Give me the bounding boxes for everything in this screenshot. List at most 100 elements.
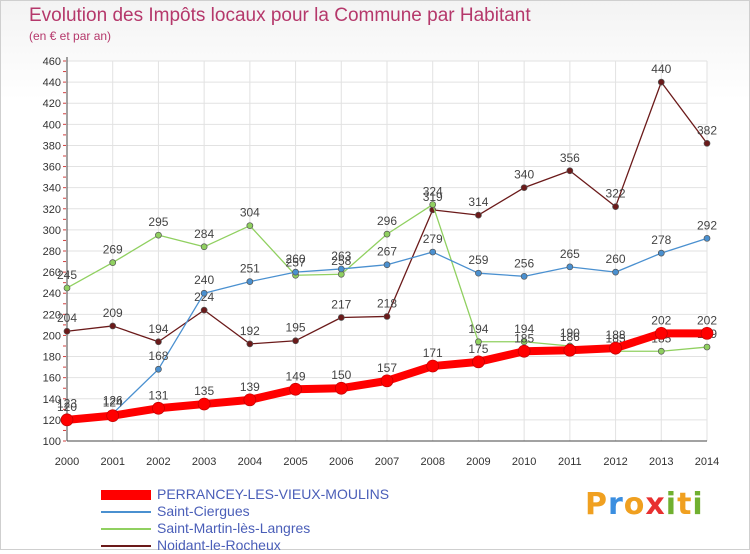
data-point	[337, 314, 345, 321]
y-tick-label: 260	[43, 267, 61, 279]
data-point	[520, 338, 528, 346]
data-label: 124	[103, 396, 123, 410]
data-point	[703, 139, 711, 147]
x-tick-label: 2000	[55, 456, 79, 468]
data-label: 260	[286, 252, 306, 266]
legend-swatch	[101, 489, 151, 500]
data-label: 322	[606, 187, 626, 201]
data-label: 120	[57, 400, 77, 414]
data-label: 267	[377, 245, 397, 259]
data-point	[475, 269, 482, 277]
data-point	[337, 265, 345, 273]
y-tick-label: 380	[43, 140, 61, 152]
data-point	[517, 344, 531, 358]
logo-letter: t	[677, 487, 693, 522]
data-point	[612, 268, 619, 276]
data-label: 256	[514, 256, 534, 270]
data-point	[520, 272, 528, 280]
data-label: 314	[468, 195, 488, 209]
legend-item: Saint-Martin-lès-Langres	[101, 520, 389, 537]
x-tick-label: 2013	[649, 456, 673, 468]
x-tick-label: 2006	[329, 456, 353, 468]
x-tick-label: 2014	[695, 456, 719, 468]
x-tick-label: 2004	[238, 456, 262, 468]
data-label: 278	[651, 233, 671, 247]
y-tick-label: 420	[43, 98, 61, 110]
data-label: 204	[57, 311, 77, 325]
data-label: 279	[423, 232, 443, 246]
data-point	[566, 263, 574, 271]
data-label: 356	[560, 151, 580, 165]
data-label: 175	[468, 342, 488, 356]
data-label: 340	[514, 168, 534, 182]
data-point	[200, 243, 208, 251]
legend-swatch	[101, 544, 151, 547]
data-label: 185	[606, 331, 626, 345]
data-label: 131	[148, 388, 168, 402]
data-label: 150	[331, 368, 351, 382]
x-tick-label: 2009	[466, 456, 490, 468]
y-tick-label: 200	[43, 330, 61, 342]
data-point	[383, 313, 391, 320]
y-tick-label: 460	[43, 56, 61, 68]
logo-letter: P	[585, 487, 608, 522]
legend-item: Saint-Ciergues	[101, 503, 389, 520]
data-point	[243, 393, 257, 407]
data-label: 382	[697, 123, 717, 137]
data-point	[292, 337, 299, 345]
logo-letter: r	[608, 487, 624, 522]
data-label: 258	[331, 254, 351, 268]
data-point	[703, 343, 711, 351]
y-tick-label: 160	[43, 373, 61, 385]
data-label: 195	[286, 321, 306, 335]
x-tick-label: 2007	[375, 456, 399, 468]
data-label: 269	[103, 243, 123, 257]
x-tick-label: 2008	[420, 456, 444, 468]
chart-legend: PERRANCEY-LES-VIEUX-MOULINS Saint-Ciergue…	[101, 486, 389, 554]
data-point	[520, 184, 528, 192]
data-label: 209	[103, 306, 123, 320]
data-point	[703, 234, 711, 242]
data-point	[383, 261, 391, 269]
y-tick-label: 300	[43, 225, 61, 237]
legend-label: PERRANCEY-LES-VIEUX-MOULINS	[157, 486, 390, 502]
data-point	[563, 343, 577, 357]
data-label: 295	[148, 215, 168, 229]
legend-label: Saint-Ciergues	[157, 503, 250, 519]
data-point	[200, 306, 208, 314]
data-point	[60, 413, 74, 427]
data-label: 185	[514, 331, 534, 345]
data-label: 319	[423, 190, 443, 204]
data-label: 194	[514, 322, 534, 336]
legend-label: Saint-Martin-lès-Langres	[157, 520, 311, 536]
y-tick-label: 180	[43, 352, 61, 364]
legend-swatch	[101, 510, 151, 513]
data-label: 259	[468, 253, 488, 267]
data-point	[566, 167, 574, 175]
data-point	[155, 365, 162, 373]
data-label: 265	[560, 247, 580, 261]
data-point	[246, 278, 254, 285]
x-tick-label: 2011	[558, 456, 582, 468]
data-point	[609, 341, 622, 355]
y-tick-label: 120	[43, 415, 61, 427]
x-tick-label: 2012	[603, 456, 627, 468]
data-point	[429, 248, 437, 256]
data-point	[197, 397, 211, 411]
data-point	[657, 249, 665, 257]
data-point	[292, 268, 299, 276]
data-point	[109, 322, 117, 330]
legend-label: Noidant-le-Rocheux	[157, 537, 281, 553]
data-label: 292	[697, 218, 717, 232]
y-tick-label: 320	[43, 204, 61, 216]
y-tick-label: 440	[43, 77, 61, 89]
data-label: 186	[560, 330, 580, 344]
x-tick-label: 2001	[100, 456, 124, 468]
data-point	[657, 347, 665, 355]
y-tick-label: 240	[43, 288, 61, 300]
data-label: 157	[377, 361, 397, 375]
data-point	[63, 284, 71, 292]
logo-letter: o	[623, 487, 646, 522]
data-label: 194	[148, 322, 168, 336]
